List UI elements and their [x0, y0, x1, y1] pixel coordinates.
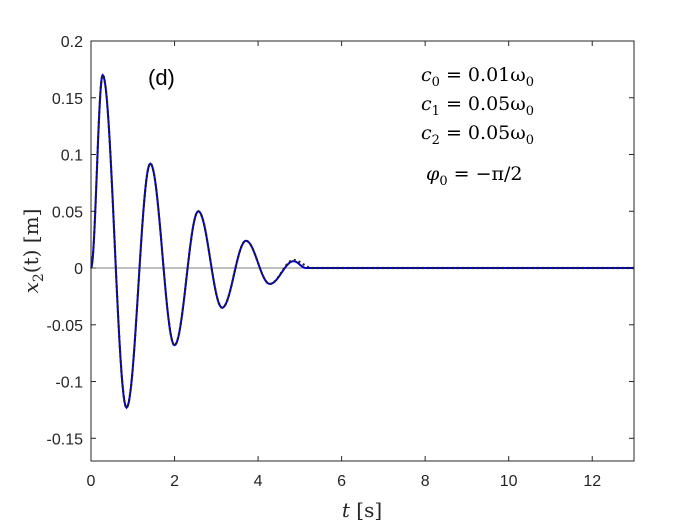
series-line-1 [90, 73, 634, 410]
y-tick-label: 0.05 [52, 204, 83, 221]
plot-area [90, 40, 635, 462]
x-tick-label: 6 [337, 473, 346, 490]
x-tick-label: 2 [170, 473, 179, 490]
annotation-block: c0 = 0.01ω0 c1 = 0.05ω0 c2 = 0.05ω0 φ0 =… [421, 64, 534, 189]
x-axis-label: t [s] [342, 498, 382, 522]
panel-label: (d) [148, 65, 175, 90]
y-axis-label: x2(t) [m] [19, 209, 47, 294]
x-tick-label: 8 [421, 473, 430, 490]
ticks: 0 2 4 6 8 10 12 -0.15 -0.1 -0.05 0 0.05 0.1 0.15 0.2 [47, 34, 634, 490]
annotation-c2: c2 = 0.05ω0 [421, 122, 534, 148]
y-tick-label: 0 [74, 261, 83, 278]
x-tick-label: 4 [254, 473, 263, 490]
x-tick-label: 10 [500, 473, 518, 490]
y-tick-label: -0.15 [47, 431, 84, 448]
x-tick-label: 12 [583, 473, 601, 490]
annotation-phi0: φ0 = −π/2 [426, 163, 523, 189]
y-tick-label: 0.15 [52, 91, 83, 108]
annotation-c1: c1 = 0.05ω0 [421, 93, 534, 119]
y-tick-label: -0.05 [47, 318, 84, 335]
y-tick-label: 0.1 [61, 148, 83, 165]
y-tick-label: 0.2 [61, 34, 83, 51]
x-tick-label: 0 [87, 473, 96, 490]
annotation-c0: c0 = 0.01ω0 [421, 64, 534, 90]
series-layer [90, 73, 634, 410]
y-tick-label: -0.1 [55, 375, 83, 392]
